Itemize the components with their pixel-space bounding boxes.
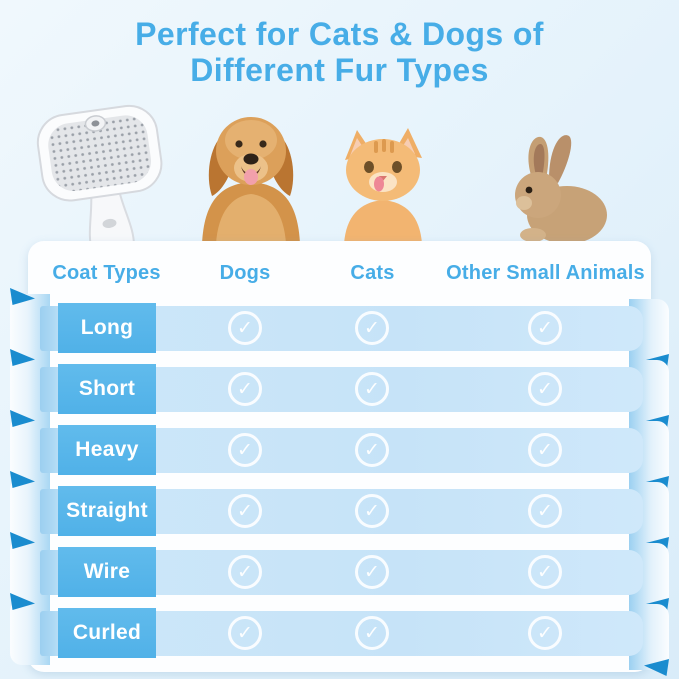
check-icon: ✓ xyxy=(228,494,262,528)
coat-type-label: Curled xyxy=(58,608,156,658)
dog-image xyxy=(192,96,310,244)
header-cats: Cats xyxy=(350,261,395,284)
coat-type-label: Heavy xyxy=(58,425,156,475)
coat-type-label: Long xyxy=(58,303,156,353)
header-coat-types: Coat Types xyxy=(52,261,161,284)
check-icon: ✓ xyxy=(528,433,562,467)
table-row: Long ✓ ✓ ✓ xyxy=(0,294,679,365)
rabbit-image xyxy=(495,131,610,244)
coat-type-label: Wire xyxy=(58,547,156,597)
check-icon: ✓ xyxy=(228,555,262,589)
check-icon: ✓ xyxy=(228,372,262,406)
check-icon: ✓ xyxy=(228,433,262,467)
check-icon: ✓ xyxy=(355,311,389,345)
header-dogs: Dogs xyxy=(219,261,271,284)
table-row: Heavy ✓ ✓ ✓ xyxy=(0,416,679,487)
table-row: Wire ✓ ✓ ✓ xyxy=(0,538,679,609)
coat-type-label: Straight xyxy=(58,486,156,536)
table-row: Straight ✓ ✓ ✓ xyxy=(0,477,679,548)
check-icon: ✓ xyxy=(355,555,389,589)
check-icon: ✓ xyxy=(355,616,389,650)
table-row: Curled ✓ ✓ ✓ xyxy=(0,599,679,670)
title-line-1: Perfect for Cats & Dogs of xyxy=(135,16,544,52)
check-icon: ✓ xyxy=(228,311,262,345)
coat-type-label: Short xyxy=(58,364,156,414)
grooming-brush-image xyxy=(26,100,178,250)
check-icon: ✓ xyxy=(528,372,562,406)
table-rows: Long ✓ ✓ ✓ Short ✓ ✓ ✓ Heavy ✓ ✓ ✓ Strai… xyxy=(0,294,679,670)
check-icon: ✓ xyxy=(528,494,562,528)
check-icon: ✓ xyxy=(528,616,562,650)
title-line-2: Different Fur Types xyxy=(190,51,489,88)
check-icon: ✓ xyxy=(528,311,562,345)
check-icon: ✓ xyxy=(355,494,389,528)
check-icon: ✓ xyxy=(528,555,562,589)
table-header-row: Coat Types Dogs Cats Other Small Animals xyxy=(28,257,651,289)
check-icon: ✓ xyxy=(355,433,389,467)
table-row: Short ✓ ✓ ✓ xyxy=(0,355,679,426)
check-icon: ✓ xyxy=(228,616,262,650)
check-icon: ✓ xyxy=(355,372,389,406)
cat-image xyxy=(328,126,438,244)
header-other-small-animals: Other Small Animals xyxy=(446,261,645,284)
page-title: Perfect for Cats & Dogs of Different Fur… xyxy=(0,16,679,89)
